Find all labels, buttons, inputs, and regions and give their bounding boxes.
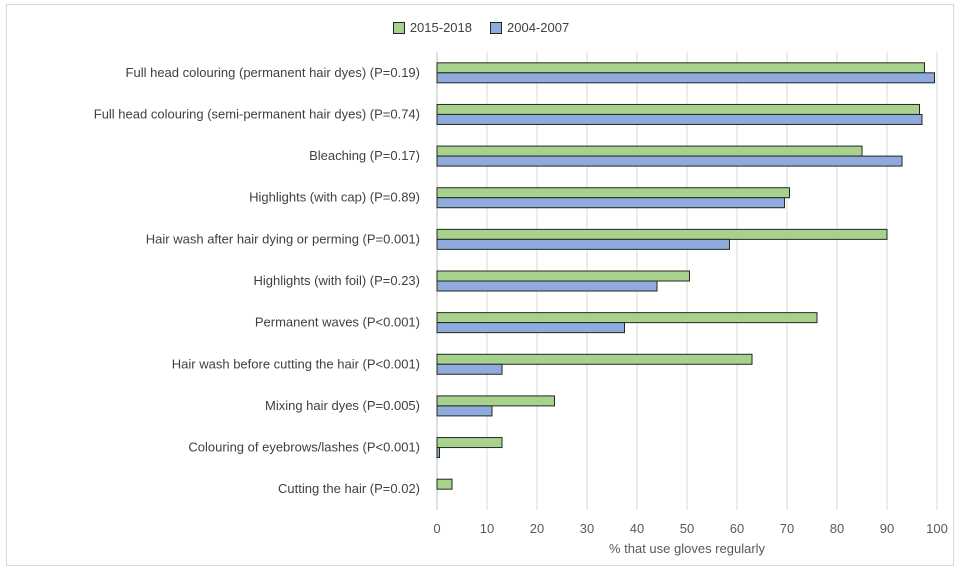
bar-2015-2018-7 — [436, 353, 753, 365]
bar-2015-2018-5 — [436, 270, 690, 282]
bar-2015-2018-1 — [436, 103, 920, 115]
x-tick-label-100: 100 — [926, 521, 948, 536]
bar-2015-2018-8 — [436, 395, 555, 407]
bar-2015-2018-6 — [436, 312, 818, 324]
bar-2015-2018-9 — [436, 437, 503, 449]
bar-2015-2018-0 — [436, 62, 925, 74]
x-tick-label-40: 40 — [630, 521, 644, 536]
legend-label-series-1: 2015-2018 — [409, 20, 472, 35]
x-tick-label-30: 30 — [580, 521, 594, 536]
legend: 2015-2018 2004-2007 — [0, 20, 962, 35]
legend-swatch-series-2 — [490, 21, 502, 34]
bar-2004-2007-8 — [436, 405, 493, 417]
x-tick-label-50: 50 — [680, 521, 694, 536]
x-tick-label-10: 10 — [480, 521, 494, 536]
x-axis-title: % that use gloves regularly — [609, 541, 766, 556]
x-tick-label-0: 0 — [433, 521, 440, 536]
bar-2004-2007-5 — [436, 280, 658, 292]
x-tick-label-80: 80 — [830, 521, 844, 536]
category-label: Highlights (with foil) (P=0.23) — [253, 273, 420, 288]
bar-2004-2007-9 — [436, 447, 440, 459]
bar-2004-2007-2 — [436, 155, 903, 167]
bar-2004-2007-6 — [436, 322, 625, 334]
category-label: Cutting the hair (P=0.02) — [278, 481, 420, 496]
category-label: Full head colouring (permanent hair dyes… — [126, 65, 420, 80]
bar-2015-2018-4 — [436, 228, 888, 240]
x-tick-label-20: 20 — [530, 521, 544, 536]
category-label: Full head colouring (semi-permanent hair… — [94, 106, 420, 121]
category-label: Colouring of eyebrows/lashes (P<0.001) — [188, 440, 420, 455]
x-tick-label-70: 70 — [780, 521, 794, 536]
legend-label-series-2: 2004-2007 — [507, 20, 570, 35]
bar-2004-2007-4 — [436, 238, 730, 250]
bar-2015-2018-10 — [436, 478, 453, 490]
category-label: Hair wash after hair dying or perming (P… — [146, 231, 420, 246]
x-tick-label-60: 60 — [730, 521, 744, 536]
category-label: Highlights (with cap) (P=0.89) — [249, 190, 420, 205]
category-label: Permanent waves (P<0.001) — [255, 315, 420, 330]
category-label: Mixing hair dyes (P=0.005) — [265, 398, 420, 413]
x-tick-label-90: 90 — [880, 521, 894, 536]
bar-2004-2007-3 — [436, 197, 785, 209]
legend-item-series-1: 2015-2018 — [392, 20, 472, 35]
legend-swatch-series-1 — [392, 21, 405, 34]
legend-item-series-2: 2004-2007 — [490, 20, 569, 35]
category-label: Hair wash before cutting the hair (P<0.0… — [172, 356, 420, 371]
bar-2015-2018-3 — [436, 187, 790, 199]
bar-2004-2007-7 — [436, 363, 503, 375]
bar-2004-2007-0 — [436, 72, 935, 84]
bar-2015-2018-2 — [436, 145, 863, 157]
category-label: Bleaching (P=0.17) — [309, 148, 420, 163]
bar-2004-2007-1 — [436, 113, 923, 125]
